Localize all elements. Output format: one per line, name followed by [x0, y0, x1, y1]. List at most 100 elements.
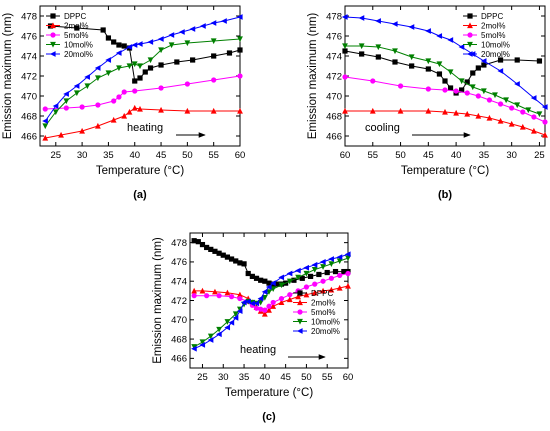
legend-marker — [50, 22, 56, 29]
panel-label: (c) — [262, 411, 276, 423]
data-point — [375, 18, 381, 24]
y-axis-title: Emission maximum (nm) — [2, 13, 14, 140]
data-point — [137, 63, 143, 70]
annotation-text: heating — [240, 344, 276, 356]
annotation-text: cooling — [365, 122, 400, 134]
data-point — [210, 38, 217, 45]
data-point — [342, 74, 348, 80]
data-point — [211, 77, 217, 83]
x-tick-label: 40 — [129, 150, 140, 161]
data-point — [261, 288, 268, 295]
data-point — [137, 75, 143, 81]
data-point — [447, 37, 454, 43]
data-point — [266, 303, 272, 309]
legend-label: 5mol% — [481, 31, 505, 40]
legend-marker — [297, 318, 303, 325]
data-point — [492, 92, 498, 99]
data-point — [208, 246, 214, 252]
data-point — [480, 88, 487, 95]
legend-marker — [467, 32, 473, 38]
x-axis-title: Temperature (°C) — [401, 165, 489, 177]
data-point — [469, 84, 476, 91]
data-point — [320, 278, 326, 284]
annotation-text: heating — [127, 122, 163, 134]
data-point — [261, 310, 268, 317]
data-point — [237, 73, 243, 79]
data-point — [447, 69, 454, 76]
data-point — [336, 254, 343, 261]
series-line — [45, 75, 241, 110]
data-point — [270, 286, 277, 293]
chart-panel-a: 25 30 35 40 45 50 55 60 466 468 470 472 474 476 478 Tem… — [2, 5, 246, 201]
y-tick-label: 474 — [326, 51, 342, 62]
data-point — [311, 289, 318, 296]
data-point — [341, 268, 347, 275]
x-tick-label: 35 — [239, 372, 250, 383]
y-tick-label: 478 — [326, 11, 342, 22]
data-point — [475, 112, 482, 119]
data-point — [132, 78, 138, 84]
x-tick-label: 45 — [423, 150, 434, 161]
data-point — [464, 110, 471, 117]
y-tick-label: 470 — [171, 315, 187, 326]
data-point — [216, 326, 223, 333]
data-point — [359, 51, 365, 57]
data-point — [168, 32, 175, 38]
x-tick-label: 50 — [395, 150, 406, 161]
data-point — [105, 57, 112, 63]
data-point — [328, 256, 334, 262]
data-point — [237, 36, 243, 43]
data-point — [530, 95, 537, 101]
data-point — [126, 108, 133, 115]
data-point — [212, 248, 218, 254]
x-tick-label: 35 — [479, 150, 490, 161]
data-point — [270, 299, 276, 306]
y-tick-label: 466 — [326, 131, 342, 142]
y-tick-label: 470 — [326, 91, 342, 102]
x-tick-label: 60 — [235, 150, 246, 161]
data-point — [514, 102, 521, 109]
series-line — [345, 110, 546, 136]
data-point — [94, 65, 101, 71]
data-point — [241, 261, 247, 267]
data-point — [345, 270, 351, 277]
data-point — [116, 65, 122, 72]
data-point — [425, 66, 431, 72]
series-line — [345, 45, 540, 115]
legend-label: DPPC — [481, 12, 503, 21]
x-tick-label: 30 — [218, 372, 229, 383]
data-point — [110, 116, 117, 123]
data-point — [199, 341, 206, 348]
data-point — [158, 106, 164, 113]
series-line — [344, 50, 540, 94]
data-point — [257, 299, 264, 306]
data-point — [536, 58, 543, 64]
panel-label: (b) — [438, 189, 452, 201]
data-point — [216, 293, 222, 299]
data-point — [486, 114, 493, 121]
x-axis-title: Temperature (°C) — [96, 165, 184, 177]
data-point — [397, 107, 404, 114]
data-point — [342, 43, 348, 50]
data-point — [436, 33, 443, 39]
data-point — [370, 78, 376, 84]
data-point — [436, 71, 443, 77]
data-point — [131, 42, 138, 48]
data-point — [397, 83, 404, 89]
data-point — [147, 39, 154, 45]
data-point — [266, 307, 272, 313]
data-point — [63, 98, 70, 105]
data-point — [94, 122, 101, 129]
x-tick-label: 60 — [340, 150, 351, 161]
data-point — [137, 105, 143, 112]
data-point — [121, 89, 127, 95]
legend-label: 10mol% — [481, 41, 510, 50]
data-point — [481, 62, 487, 68]
data-point — [58, 131, 64, 138]
data-point — [204, 244, 210, 251]
data-point — [408, 54, 415, 61]
data-point — [184, 81, 190, 87]
legend-label: 10mol% — [64, 41, 93, 50]
data-point — [341, 14, 348, 20]
data-point — [328, 261, 335, 267]
